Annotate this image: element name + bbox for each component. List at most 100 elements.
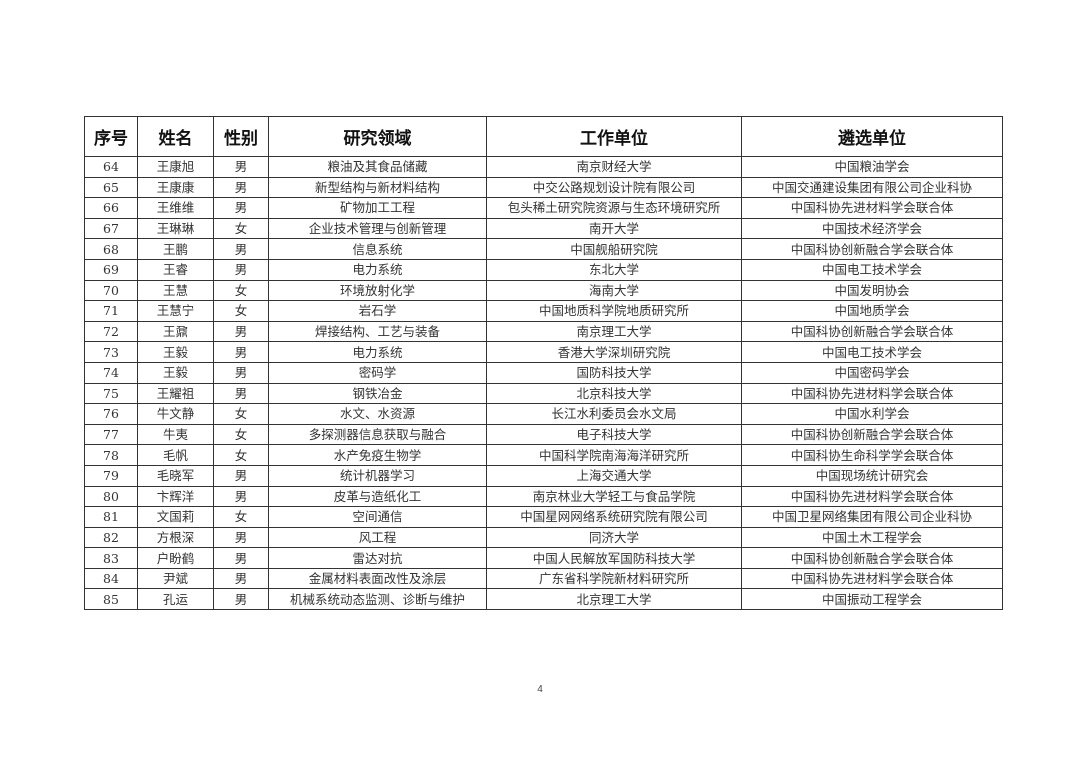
cell-index: 72 bbox=[84, 320, 138, 343]
cell-work-unit: 包头稀土研究院资源与生态环境研究所 bbox=[486, 197, 742, 219]
cell-gender: 男 bbox=[213, 382, 269, 405]
cell-selecting-unit: 中国科协创新融合学会联合体 bbox=[741, 547, 1003, 569]
header-index: 序号 bbox=[84, 116, 138, 157]
table-header-row: 序号 姓名 性别 研究领域 工作单位 遴选单位 bbox=[84, 116, 1003, 157]
table-row: 82 方根深男风工程 同济大学 中国土木工程学会 bbox=[84, 526, 1003, 549]
cell-name: 王鼐 bbox=[137, 320, 214, 343]
cell-selecting-unit: 中国水利学会 bbox=[741, 403, 1003, 425]
cell-work-unit: 南京林业大学轻工与食品学院 bbox=[486, 485, 742, 508]
cell-gender: 男 bbox=[213, 156, 269, 178]
cell-name: 卞辉洋 bbox=[137, 485, 214, 508]
cell-gender: 女 bbox=[213, 217, 269, 240]
table-row: 83 户盼鹤男雷达对抗 中国人民解放军国防科技大学 中国科协创新融合学会联合体 bbox=[84, 547, 1003, 569]
cell-research-field: 金属材料表面改性及涂层 bbox=[268, 567, 487, 590]
cell-research-field: 皮革与造纸化工 bbox=[268, 485, 487, 508]
cell-index: 68 bbox=[84, 238, 138, 260]
cell-index: 74 bbox=[84, 361, 138, 384]
cell-work-unit: 中交公路规划设计院有限公司 bbox=[486, 176, 742, 199]
cell-research-field: 钢铁冶金 bbox=[268, 382, 487, 405]
cell-selecting-unit: 中国科协先进材料学会联合体 bbox=[741, 382, 1003, 405]
cell-name: 王睿 bbox=[137, 258, 214, 281]
cell-name: 毛帆 bbox=[137, 444, 214, 466]
cell-index: 70 bbox=[84, 279, 138, 302]
table-row: 70 王慧女环境放射化学 海南大学 中国发明协会 bbox=[84, 279, 1003, 302]
cell-index: 84 bbox=[84, 567, 138, 590]
cell-name: 王鹏 bbox=[137, 238, 214, 260]
cell-research-field: 新型结构与新材料结构 bbox=[268, 176, 487, 199]
cell-name: 毛晓军 bbox=[137, 464, 214, 487]
cell-index: 75 bbox=[84, 382, 138, 405]
table-row: 67 王琳琳女企业技术管理与创新管理 南开大学 中国技术经济学会 bbox=[84, 217, 1003, 240]
cell-name: 牛夷 bbox=[137, 423, 214, 446]
table-row: 66 王维维男矿物加工工程 包头稀土研究院资源与生态环境研究所 中国科协先进材料学会联… bbox=[84, 197, 1003, 219]
table-row: 75 王耀祖男钢铁冶金 北京科技大学 中国科协先进材料学会联合体 bbox=[84, 382, 1003, 405]
cell-work-unit: 同济大学 bbox=[486, 526, 742, 549]
table-row: 64 王康旭男粮油及其食品储藏 南京财经大学 中国粮油学会 bbox=[84, 156, 1003, 178]
header-research-field: 研究领域 bbox=[268, 116, 487, 157]
header-gender: 性别 bbox=[213, 116, 269, 157]
cell-selecting-unit: 中国科协创新融合学会联合体 bbox=[741, 238, 1003, 260]
cell-name: 牛文静 bbox=[137, 403, 214, 425]
cell-work-unit: 东北大学 bbox=[486, 258, 742, 281]
cell-index: 78 bbox=[84, 444, 138, 466]
cell-research-field: 机械系统动态监测、诊断与维护 bbox=[268, 588, 487, 611]
cell-selecting-unit: 中国电工技术学会 bbox=[741, 341, 1003, 363]
cell-name: 文国莉 bbox=[137, 506, 214, 528]
cell-work-unit: 中国星网网络系统研究院有限公司 bbox=[486, 506, 742, 528]
cell-research-field: 电力系统 bbox=[268, 341, 487, 363]
cell-index: 71 bbox=[84, 300, 138, 322]
cell-research-field: 统计机器学习 bbox=[268, 464, 487, 487]
table-row: 74 王毅男密码学 国防科技大学 中国密码学会 bbox=[84, 361, 1003, 384]
cell-name: 王毅 bbox=[137, 341, 214, 363]
cell-selecting-unit: 中国卫星网络集团有限公司企业科协 bbox=[741, 506, 1003, 528]
cell-research-field: 矿物加工工程 bbox=[268, 197, 487, 219]
cell-research-field: 信息系统 bbox=[268, 238, 487, 260]
cell-research-field: 空间通信 bbox=[268, 506, 487, 528]
table-row: 65 王康康男新型结构与新材料结构 中交公路规划设计院有限公司 中国交通建设集团有限公… bbox=[84, 176, 1003, 199]
cell-index: 85 bbox=[84, 588, 138, 611]
cell-selecting-unit: 中国科协创新融合学会联合体 bbox=[741, 320, 1003, 343]
cell-gender: 男 bbox=[213, 197, 269, 219]
cell-gender: 男 bbox=[213, 526, 269, 549]
cell-research-field: 雷达对抗 bbox=[268, 547, 487, 569]
cell-selecting-unit: 中国交通建设集团有限公司企业科协 bbox=[741, 176, 1003, 199]
cell-work-unit: 中国舰船研究院 bbox=[486, 238, 742, 260]
cell-name: 王慧 bbox=[137, 279, 214, 302]
cell-research-field: 焊接结构、工艺与装备 bbox=[268, 320, 487, 343]
cell-work-unit: 南京财经大学 bbox=[486, 156, 742, 178]
cell-index: 64 bbox=[84, 156, 138, 178]
cell-index: 82 bbox=[84, 526, 138, 549]
table-row: 71 王慧宁女岩石学 中国地质科学院地质研究所 中国地质学会 bbox=[84, 300, 1003, 322]
table-row: 77 牛夷女多探测器信息获取与融合 电子科技大学 中国科协创新融合学会联合体 bbox=[84, 423, 1003, 446]
cell-selecting-unit: 中国土木工程学会 bbox=[741, 526, 1003, 549]
cell-selecting-unit: 中国密码学会 bbox=[741, 361, 1003, 384]
cell-work-unit: 国防科技大学 bbox=[486, 361, 742, 384]
cell-gender: 男 bbox=[213, 320, 269, 343]
cell-gender: 女 bbox=[213, 423, 269, 446]
cell-gender: 男 bbox=[213, 258, 269, 281]
cell-selecting-unit: 中国科协创新融合学会联合体 bbox=[741, 423, 1003, 446]
cell-gender: 男 bbox=[213, 485, 269, 508]
cell-work-unit: 中国科学院南海海洋研究所 bbox=[486, 444, 742, 466]
cell-research-field: 风工程 bbox=[268, 526, 487, 549]
cell-gender: 男 bbox=[213, 567, 269, 590]
cell-work-unit: 长江水利委员会水文局 bbox=[486, 403, 742, 425]
table-row: 79 毛晓军男统计机器学习 上海交通大学 中国现场统计研究会 bbox=[84, 464, 1003, 487]
cell-name: 王康康 bbox=[137, 176, 214, 199]
header-work-unit: 工作单位 bbox=[486, 116, 742, 157]
cell-index: 77 bbox=[84, 423, 138, 446]
cell-name: 王琳琳 bbox=[137, 217, 214, 240]
cell-index: 65 bbox=[84, 176, 138, 199]
cell-research-field: 电力系统 bbox=[268, 258, 487, 281]
cell-work-unit: 中国地质科学院地质研究所 bbox=[486, 300, 742, 322]
cell-index: 80 bbox=[84, 485, 138, 508]
cell-work-unit: 北京理工大学 bbox=[486, 588, 742, 611]
cell-research-field: 密码学 bbox=[268, 361, 487, 384]
header-name: 姓名 bbox=[137, 116, 214, 157]
cell-index: 67 bbox=[84, 217, 138, 240]
cell-name: 尹斌 bbox=[137, 567, 214, 590]
cell-research-field: 水文、水资源 bbox=[268, 403, 487, 425]
table-row: 72 王鼐男焊接结构、工艺与装备 南京理工大学 中国科协创新融合学会联合体 bbox=[84, 320, 1003, 343]
cell-research-field: 多探测器信息获取与融合 bbox=[268, 423, 487, 446]
table-row: 80 卞辉洋男皮革与造纸化工 南京林业大学轻工与食品学院 中国科协先进材料学会联合体 bbox=[84, 485, 1003, 508]
